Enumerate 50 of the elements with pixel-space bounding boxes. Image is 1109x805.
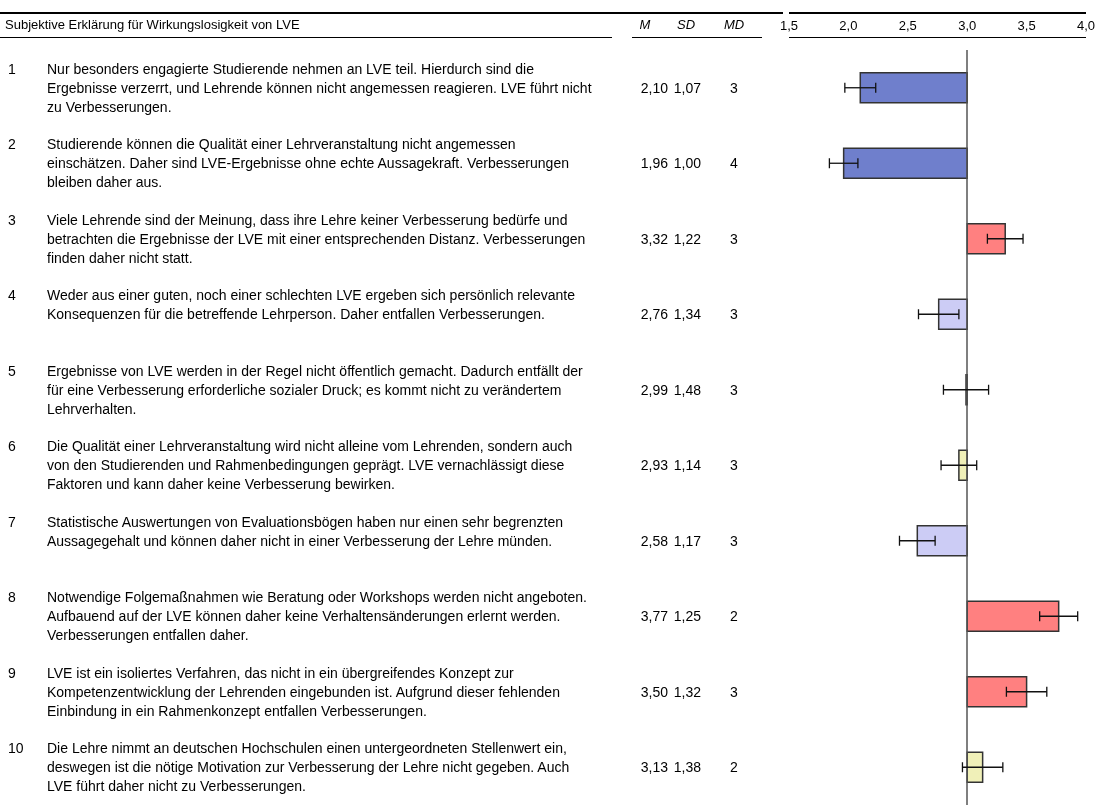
text: SD: [676, 17, 696, 32]
text: 2: [730, 759, 738, 776]
x-tick-label: 4,0: [1076, 18, 1096, 33]
text: 3: [730, 306, 738, 323]
category-label: 8 Notwendige Folgemaßnahmen wie Beratung oder Workshops werden nicht angeboten. Aufbauend auf der LVE können daher keine Verhaltensänderungen erlernt werden. Verbesserungen entfallen daher.: [8, 589, 587, 644]
text: 1,00: [673, 155, 701, 172]
text: 1,34: [673, 306, 701, 323]
text: 3: [730, 381, 738, 398]
text: 1,22: [673, 230, 701, 247]
text: MD: [723, 17, 745, 32]
text: Subjektive Erklärung für Wirkungslosigkeit von LVE: [5, 17, 300, 32]
text: 3: [730, 532, 738, 549]
text: 3: [730, 457, 738, 474]
category-label: 3 Viele Lehrende sind der Meinung, dass ihre Lehre keiner Verbesserung bedürfe und betrachten die Ergebnisse der LVE mit einer entsprechenden Distanz. Verbesserungen finden daher nicht statt.: [8, 211, 586, 266]
text: 1,25: [673, 608, 701, 625]
category-label: 5 Ergebnisse von LVE werden in der Regel nicht öffentlich gemacht. Dadurch entfällt der für eine Verbesserung erforderliche sozialer Druck; es kommt nicht zu verändertem Lehrverhalten.: [8, 362, 583, 417]
category-label: 1 Nur besonders engagierte Studierende nehmen an LVE teil. Hierdurch sind die Ergebnisse verzerrt, und Lehrende können nicht angemessen reagieren. LVE führt nicht zu Verbesserungen.: [8, 60, 592, 115]
x-tick-label: 1,5: [779, 18, 799, 33]
data-label: 2,10: [640, 79, 668, 96]
data-label: 3,32: [640, 230, 668, 247]
data-label: 1,96: [640, 155, 668, 172]
text: 1,17: [673, 532, 701, 549]
text: 2: [730, 608, 738, 625]
text: 1,38: [673, 759, 701, 776]
x-tick-label: 3,0: [958, 18, 977, 33]
text: 1,07: [673, 79, 701, 96]
text: 3: [730, 230, 738, 247]
category-label: 2 Studierende können die Qualität einer Lehrveranstaltung nicht angemessen einschätzen. Daher sind LVE-Ergebnisse ohne echte Aussagekraft. Verbesserungen bleiben daher aus.: [8, 136, 569, 191]
text: 3: [730, 79, 738, 96]
category-label: 4 Weder aus einer guten, noch einer schlechten LVE ergeben sich persönlich relevante Konsequenzen für die betreffende Lehrperson. Daher entfallen Verbesserungen.: [8, 287, 575, 323]
text: 1,48: [673, 381, 701, 398]
data-label: 2,76: [640, 306, 668, 323]
text: 4: [730, 155, 738, 172]
data-label: 3,13: [640, 759, 668, 776]
category-label: 10 Die Lehre nimmt an deutschen Hochschulen einen untergeordneten Stellenwert ein, deswegen ist die nötige Motivation zur Verbesserung der Lehre nicht gegeben. Auch LVE führt daher nicht zu Verbesserungen.: [8, 740, 570, 795]
x-tick-label: 2,0: [839, 18, 858, 33]
x-tick-label: 2,5: [898, 18, 917, 33]
data-label: 3,50: [640, 683, 668, 700]
category-label: 7 Statistische Auswertungen von Evaluationsbögen haben nur einen sehr begrenzten Aussagegehalt und können daher nicht in einer Verbesserung der Lehre münden.: [8, 513, 564, 549]
text: 1,14: [673, 457, 701, 474]
category-label: 9 LVE ist ein isoliertes Verfahren, das nicht in ein übergreifendes Konzept zur Kompetenzentwicklung der Lehrenden eingebunden ist. Aufgrund dieser fehlenden Einbindung in ein Rahmenkonzept entfallen Verbesserungen.: [8, 664, 560, 719]
data-label: 2,58: [640, 532, 668, 549]
data-label: 2,93: [640, 457, 668, 474]
category-label: 6 Die Qualität einer Lehrveranstaltung wird nicht alleine vom Lehrenden, sondern auch von den Studierenden und Rahmenbedingungen geprägt. LVE vernachlässigt diese Faktoren und kann daher keine Verbesserung bewirken.: [8, 438, 573, 493]
x-tick-label: 3,5: [1017, 18, 1036, 33]
text: M: [639, 17, 651, 32]
text: 1,32: [673, 683, 701, 700]
data-label: 2,99: [640, 381, 668, 398]
data-label: 3,77: [640, 608, 668, 625]
text: 3: [730, 683, 738, 700]
